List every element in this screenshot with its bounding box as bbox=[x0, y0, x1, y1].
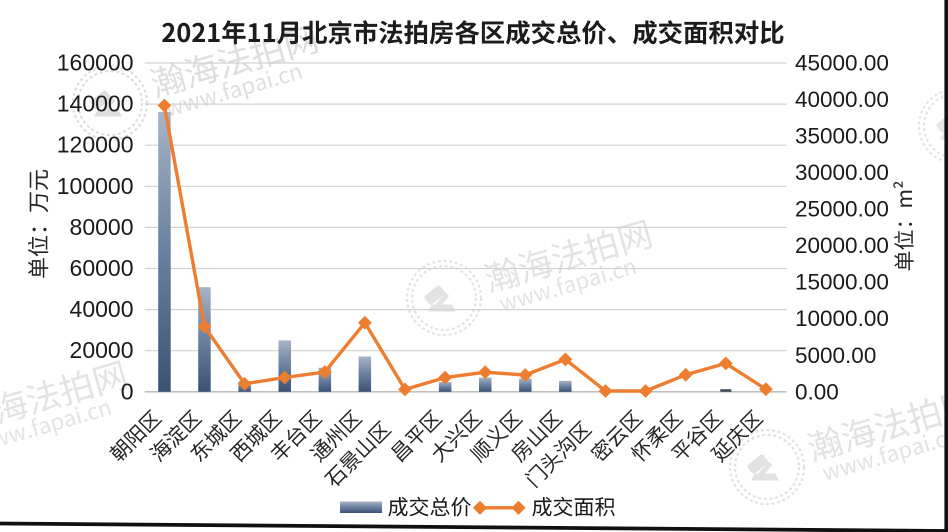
svg-text:60000: 60000 bbox=[70, 255, 134, 281]
svg-text:35000.00: 35000.00 bbox=[795, 124, 889, 149]
svg-text:160000: 160000 bbox=[57, 50, 134, 76]
svg-text:25000.00: 25000.00 bbox=[795, 197, 889, 222]
svg-text:20000: 20000 bbox=[70, 337, 134, 363]
svg-text:30000.00: 30000.00 bbox=[795, 160, 889, 185]
svg-text:45000.00: 45000.00 bbox=[795, 51, 889, 76]
svg-text:40000: 40000 bbox=[70, 296, 134, 322]
svg-text:10000.00: 10000.00 bbox=[795, 306, 889, 331]
svg-text:0.00: 0.00 bbox=[795, 379, 839, 404]
svg-text:20000.00: 20000.00 bbox=[795, 233, 889, 258]
svg-text:120000: 120000 bbox=[57, 132, 134, 158]
svg-text:15000.00: 15000.00 bbox=[795, 270, 889, 295]
svg-text:100000: 100000 bbox=[57, 173, 134, 199]
svg-text:5000.00: 5000.00 bbox=[795, 343, 876, 368]
svg-text:140000: 140000 bbox=[57, 91, 134, 117]
svg-text:40000.00: 40000.00 bbox=[795, 87, 889, 112]
svg-text:80000: 80000 bbox=[70, 214, 134, 240]
svg-text:0: 0 bbox=[121, 378, 134, 404]
